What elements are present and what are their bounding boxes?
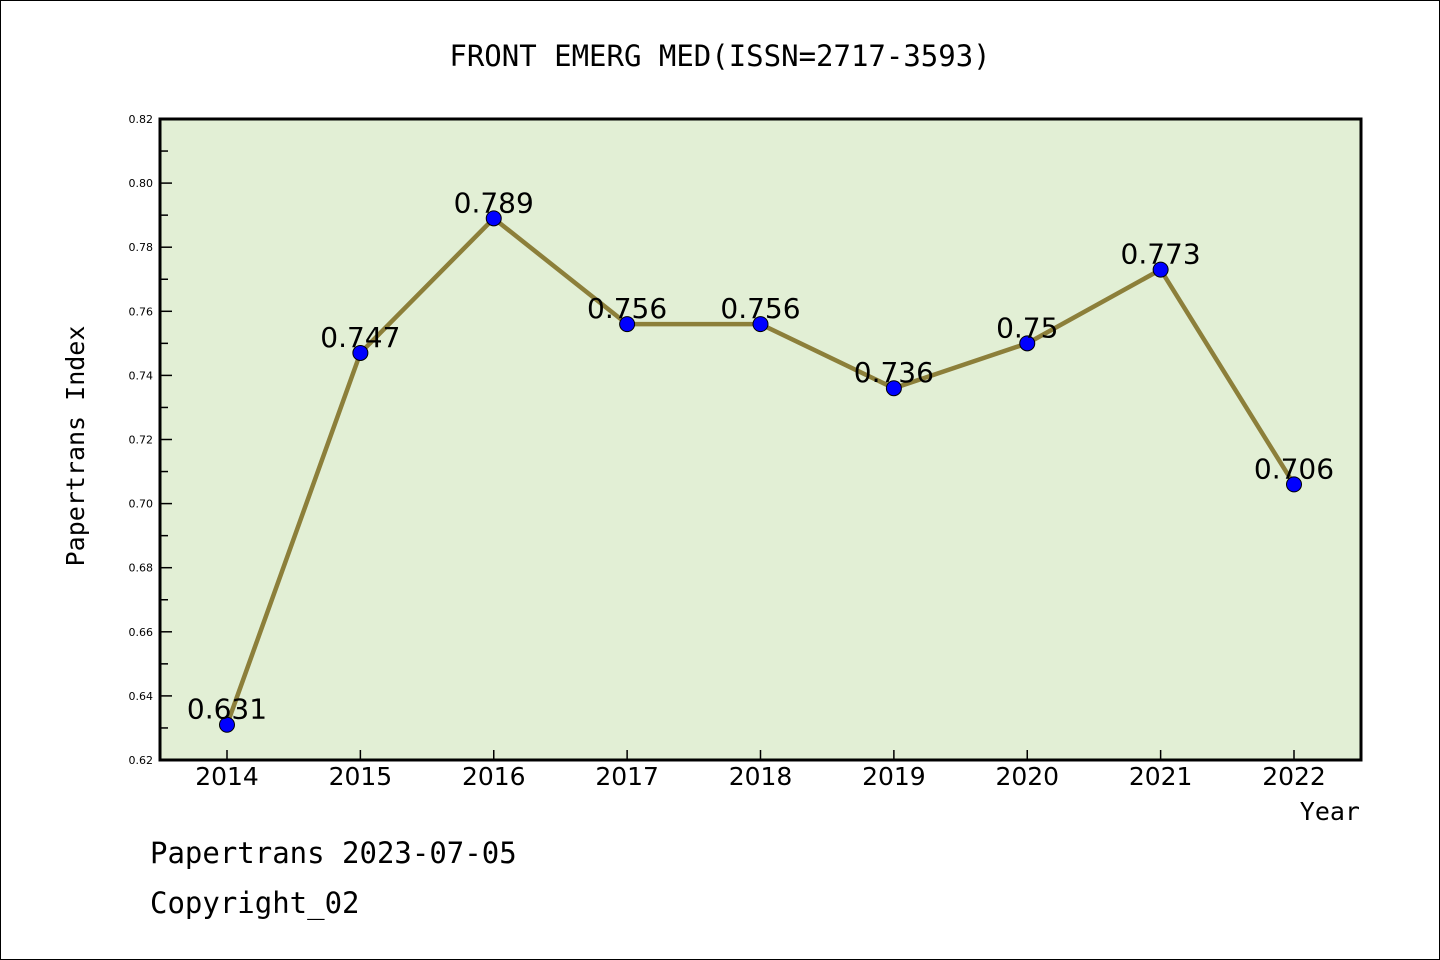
x-tick-label: 2019 xyxy=(862,762,926,791)
x-tick-label: 2016 xyxy=(462,762,526,791)
x-tick-label: 2022 xyxy=(1262,762,1326,791)
plot-background xyxy=(160,119,1361,760)
y-tick-label: 0.70 xyxy=(129,498,154,511)
data-label: 0.631 xyxy=(187,693,267,726)
data-label: 0.736 xyxy=(854,356,934,389)
x-tick-label: 2015 xyxy=(329,762,393,791)
data-label: 0.706 xyxy=(1254,452,1334,485)
data-label: 0.756 xyxy=(720,292,800,325)
y-tick-label: 0.82 xyxy=(129,113,154,126)
data-point xyxy=(752,316,769,333)
chart-title: FRONT EMERG MED(ISSN=2717-3593) xyxy=(449,39,990,73)
y-tick-label: 0.72 xyxy=(129,434,154,447)
data-label: 0.756 xyxy=(587,292,667,325)
data-label: 0.789 xyxy=(454,186,534,219)
x-tick-label: 2021 xyxy=(1129,762,1193,791)
y-tick-label: 0.78 xyxy=(129,241,154,254)
data-point xyxy=(352,344,369,361)
x-tick-label: 2020 xyxy=(995,762,1059,791)
y-tick-label: 0.76 xyxy=(129,305,154,318)
data-label: 0.773 xyxy=(1121,238,1201,271)
data-label: 0.747 xyxy=(320,321,400,354)
data-point xyxy=(485,210,502,227)
x-axis-label: Year xyxy=(1300,797,1360,826)
x-tick-label: 2018 xyxy=(729,762,793,791)
data-point xyxy=(885,380,902,397)
y-tick-label: 0.68 xyxy=(129,562,154,575)
y-tick-label: 0.80 xyxy=(129,177,154,190)
data-label: 0.75 xyxy=(996,311,1058,344)
data-point xyxy=(1019,335,1036,352)
y-tick-label: 0.74 xyxy=(129,369,154,382)
data-point xyxy=(1152,261,1169,278)
x-tick-label: 2017 xyxy=(595,762,659,791)
data-point xyxy=(219,716,235,733)
plot-border xyxy=(158,117,1363,762)
y-axis-label: Papertrans Index xyxy=(61,326,90,567)
y-tick-label: 0.64 xyxy=(129,690,154,703)
data-point xyxy=(619,316,636,333)
footer-date: Papertrans 2023-07-05 xyxy=(150,836,517,870)
y-tick-label: 0.66 xyxy=(129,626,154,639)
y-tick-label: 0.62 xyxy=(129,754,154,767)
data-point xyxy=(1286,476,1302,493)
x-tick-label: 2014 xyxy=(195,762,259,791)
footer-copyright: Copyright_02 xyxy=(150,886,360,920)
